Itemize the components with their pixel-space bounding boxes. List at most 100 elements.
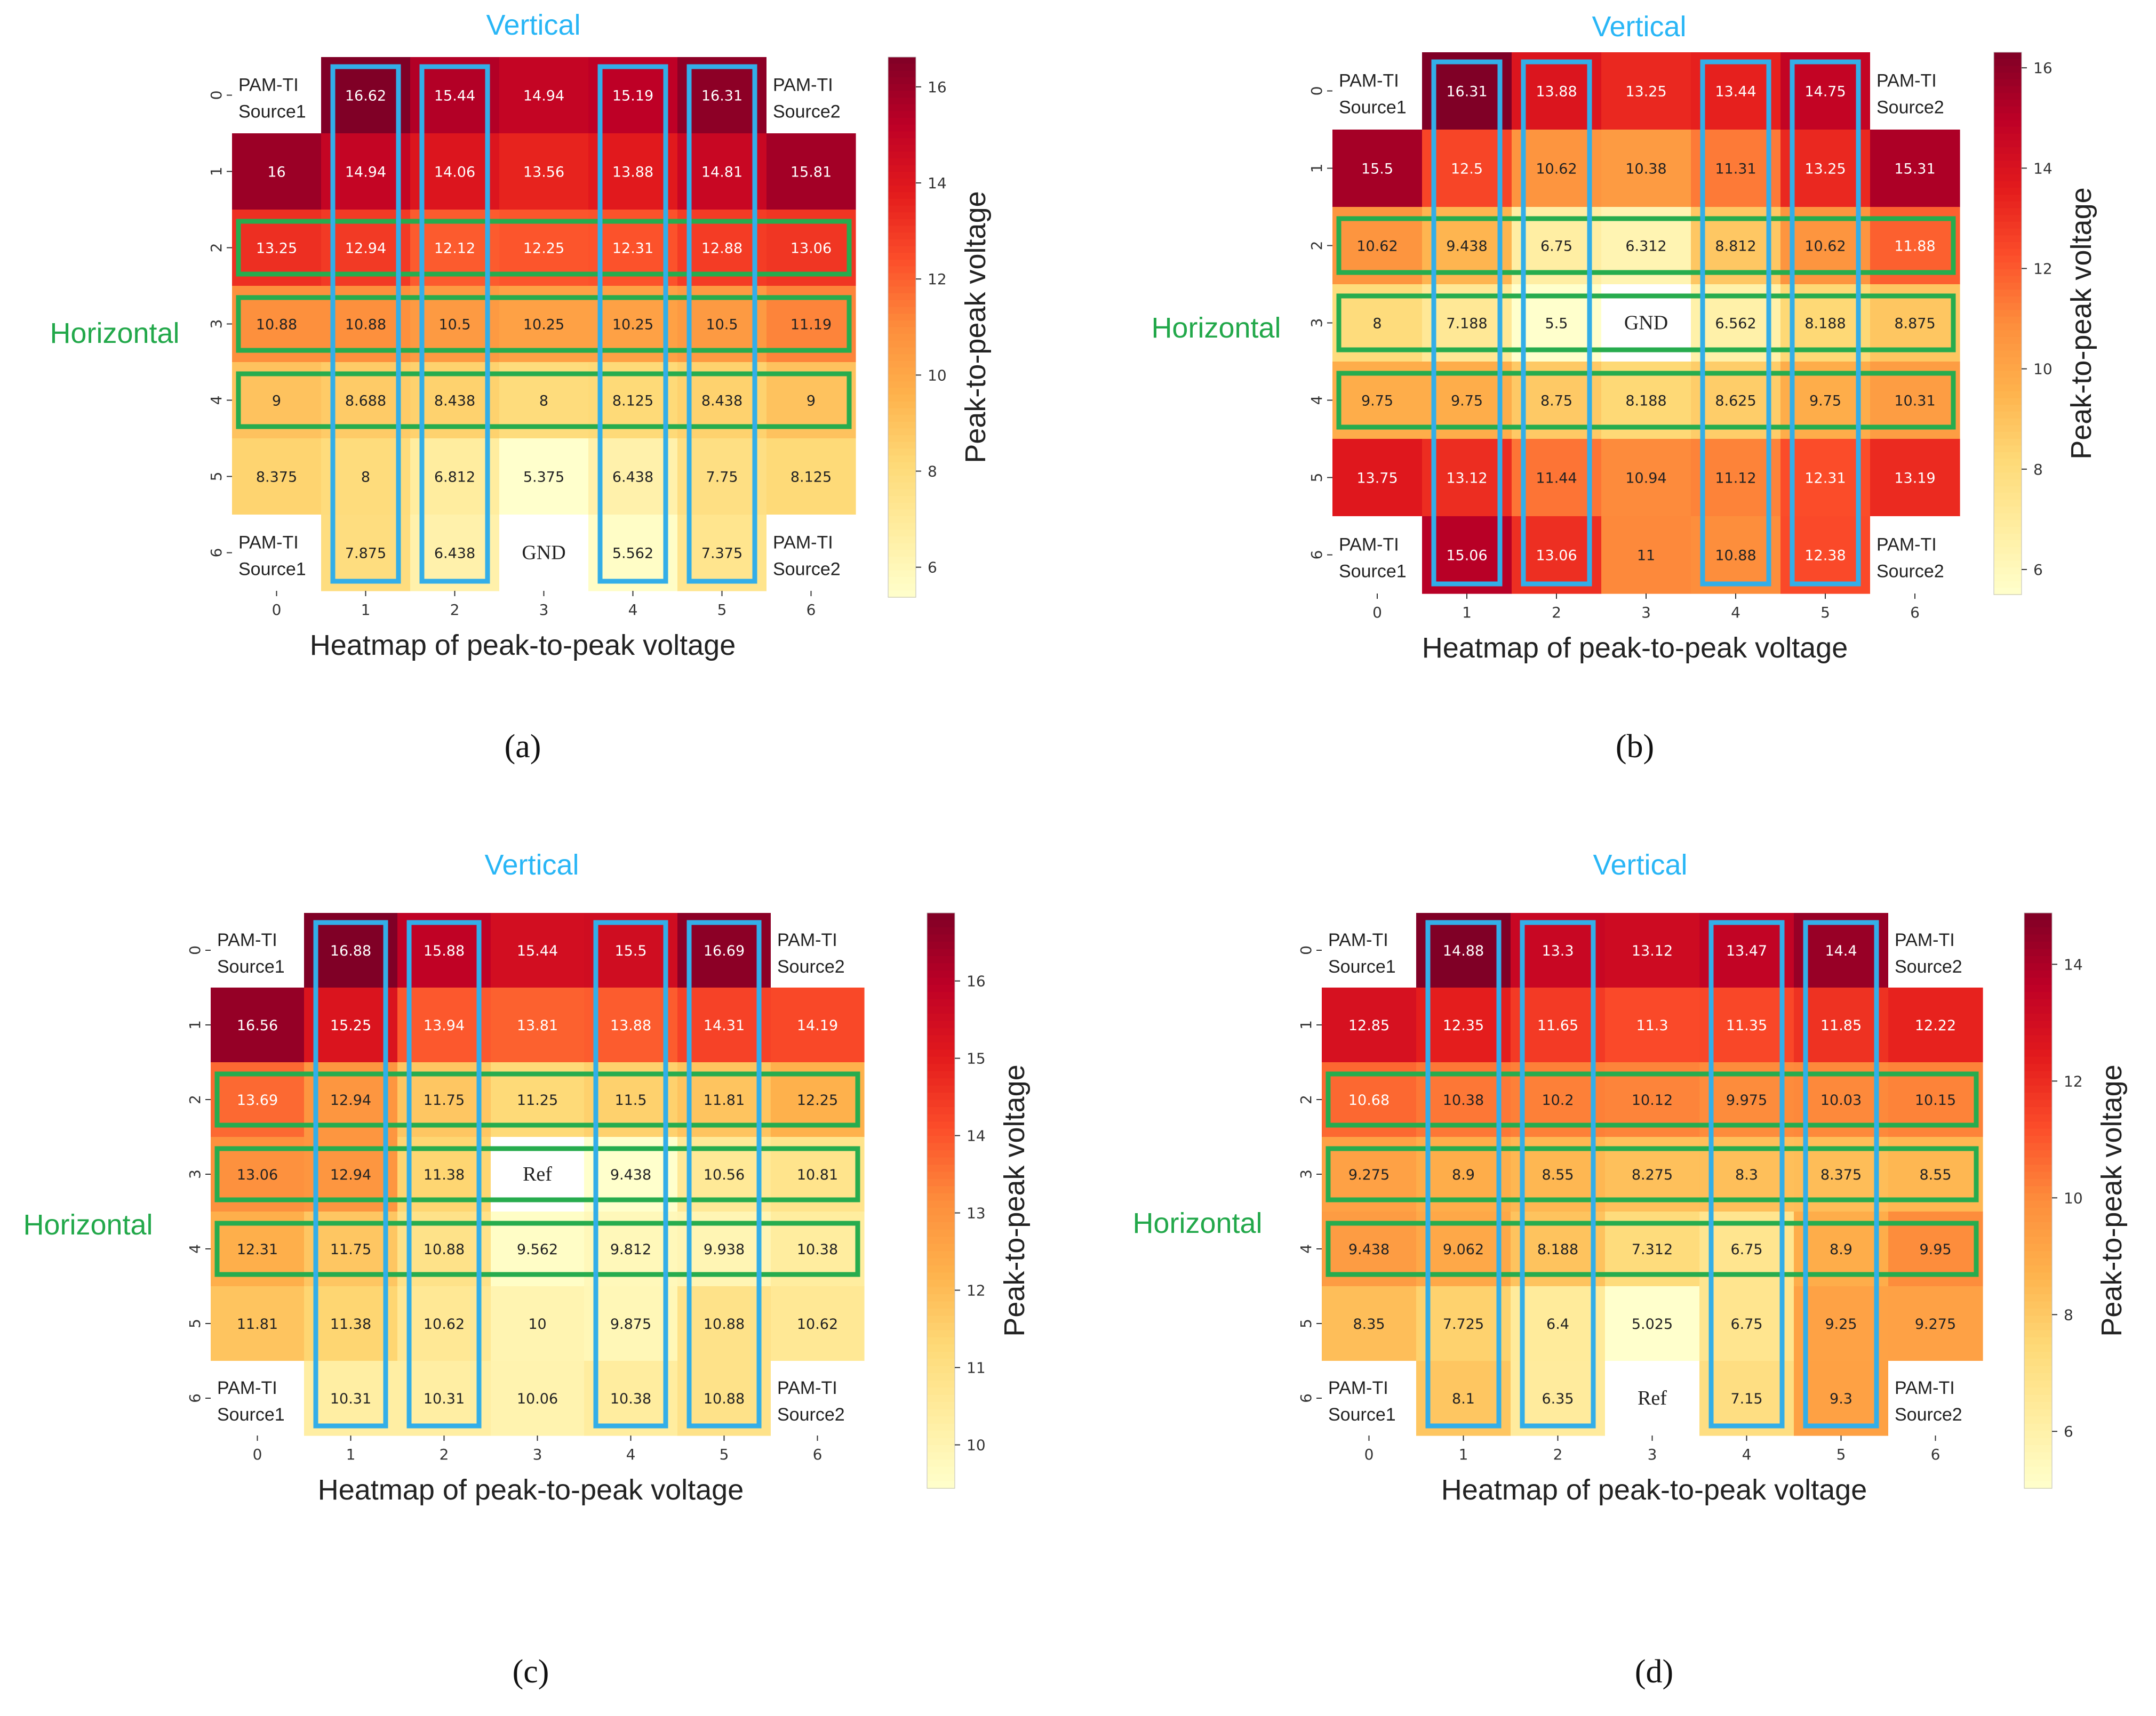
colorbar-segment (1994, 120, 2022, 127)
cell-value-label: 10.38 (1625, 161, 1666, 178)
colorbar-segment (927, 1330, 955, 1338)
x-tick-label: 2 (1553, 1446, 1563, 1463)
colorbar-label: Peak-to-peak voltage (999, 1064, 1031, 1336)
x-tick-label: 0 (1372, 604, 1382, 621)
heatmap-cell (677, 988, 771, 1063)
heatmap-cell (491, 1286, 585, 1361)
cell-value-label: 7.15 (1730, 1391, 1762, 1407)
cell-value-label: 13.25 (1804, 161, 1846, 178)
colorbar-segment (888, 536, 916, 544)
heatmap-cell (499, 57, 589, 134)
heatmap-cell (677, 913, 771, 988)
cell-value-label: 10.62 (1356, 238, 1398, 255)
y-tick-label: 6 (186, 1393, 204, 1403)
cell-value-label: 8.125 (612, 393, 653, 410)
heatmap-cell (321, 57, 411, 134)
y-tick-label: 4 (1297, 1244, 1315, 1254)
x-tick-label: 3 (1641, 604, 1651, 621)
y-tick-label: 1 (1308, 164, 1325, 173)
cell-value-label: 8.275 (1632, 1167, 1673, 1183)
heatmap-cell (588, 133, 678, 210)
heatmap-cell (410, 515, 500, 591)
heatmap-cell (1416, 1286, 1511, 1361)
colorbar-segment (927, 1337, 955, 1345)
heatmap-cell (677, 438, 767, 515)
colorbar-segment (927, 1402, 955, 1410)
colorbar-segment (927, 1093, 955, 1101)
colorbar-segment (927, 984, 955, 993)
colorbar-segment (927, 1049, 955, 1057)
colorbar-segment (888, 219, 916, 227)
x-tick-label: 5 (1820, 604, 1830, 621)
colorbar-segment (927, 1366, 955, 1374)
colorbar-segment (927, 1308, 955, 1317)
colorbar-frame (927, 912, 955, 1489)
colorbar-segment (888, 395, 916, 402)
colorbar-segment (888, 286, 916, 294)
heatmap-cell (410, 57, 500, 134)
vertical-column-box (686, 920, 762, 1429)
heatmap-cell (1780, 516, 1871, 594)
colorbar-segment (2024, 970, 2052, 979)
cell-value-label: 9.812 (610, 1241, 651, 1258)
cell-value-label: 9.75 (1361, 393, 1393, 410)
colorbar-segment (1994, 126, 2022, 134)
heatmap-cell (397, 913, 491, 988)
horizontal-row-box (1325, 1071, 1979, 1128)
colorbar-segment (1994, 93, 2022, 100)
heatmap-cell (584, 913, 678, 988)
colorbar-segment (927, 1150, 955, 1158)
colorbar-segment (1994, 133, 2022, 141)
colorbar-segment (1994, 269, 2022, 277)
cell-value-label: 15.44 (434, 88, 475, 105)
colorbar-segment (1994, 533, 2022, 541)
source-corner-label: PAM-TI (1328, 1378, 1388, 1398)
x-tick-label: 2 (440, 1446, 449, 1463)
colorbar-segment (2024, 1100, 2052, 1108)
cell-value-label: 13.94 (424, 1017, 465, 1034)
colorbar-segment (927, 1322, 955, 1331)
colorbar-segment (2024, 1207, 2052, 1216)
cell-value-label: 8.188 (1537, 1241, 1578, 1258)
cell-value-label: 8.1 (1452, 1391, 1475, 1407)
y-tick-label: 0 (1308, 86, 1325, 96)
colorbar-segment (2024, 1028, 2052, 1036)
colorbar-segment (927, 1409, 955, 1417)
colorbar-segment (888, 583, 916, 591)
cell-value-label: 10.62 (1804, 238, 1846, 255)
colorbar-segment (2024, 1445, 2052, 1453)
colorbar-segment (1994, 228, 2022, 236)
source-corner-label: Source1 (217, 1405, 285, 1425)
colorbar-segment (888, 421, 916, 429)
cell-value-label: 8 (539, 393, 548, 410)
cell-value-label: 10.38 (610, 1391, 651, 1407)
colorbar-segment (2024, 1157, 2052, 1166)
colorbar-segment (888, 246, 916, 254)
y-tick-label: 6 (1297, 1393, 1315, 1403)
colorbar-segment (2024, 1165, 2052, 1173)
horizontal-row-box (1336, 371, 1956, 430)
colorbar-segment (927, 1423, 955, 1432)
source-corner-label: Source1 (1339, 562, 1407, 582)
colorbar-segment (888, 192, 916, 199)
heatmap-cell (1322, 1361, 1417, 1436)
heatmap-cell (1422, 130, 1512, 207)
colorbar-tick-label: 14 (967, 1127, 986, 1145)
colorbar-segment (2024, 1359, 2052, 1367)
colorbar-segment (927, 1193, 955, 1201)
cell-value-label: 5.025 (1632, 1316, 1673, 1333)
x-tick-label: 5 (717, 601, 727, 619)
colorbar-segment (927, 1085, 955, 1094)
heatmap-cell (1888, 1286, 1983, 1361)
colorbar-segment (1994, 466, 2022, 474)
cell-value-label: 10 (528, 1316, 546, 1333)
reference-cell-label: Ref (523, 1163, 552, 1185)
colorbar-segment (1994, 513, 2022, 521)
colorbar-segment (2024, 1330, 2052, 1338)
colorbar-segment (888, 320, 916, 328)
heatmap-cell (304, 913, 398, 988)
source-corner-label: PAM-TI (773, 75, 833, 95)
colorbar-segment (927, 1258, 955, 1266)
cell-value-label: 10.5 (706, 317, 738, 333)
cell-value-label: 12.31 (1804, 470, 1846, 487)
